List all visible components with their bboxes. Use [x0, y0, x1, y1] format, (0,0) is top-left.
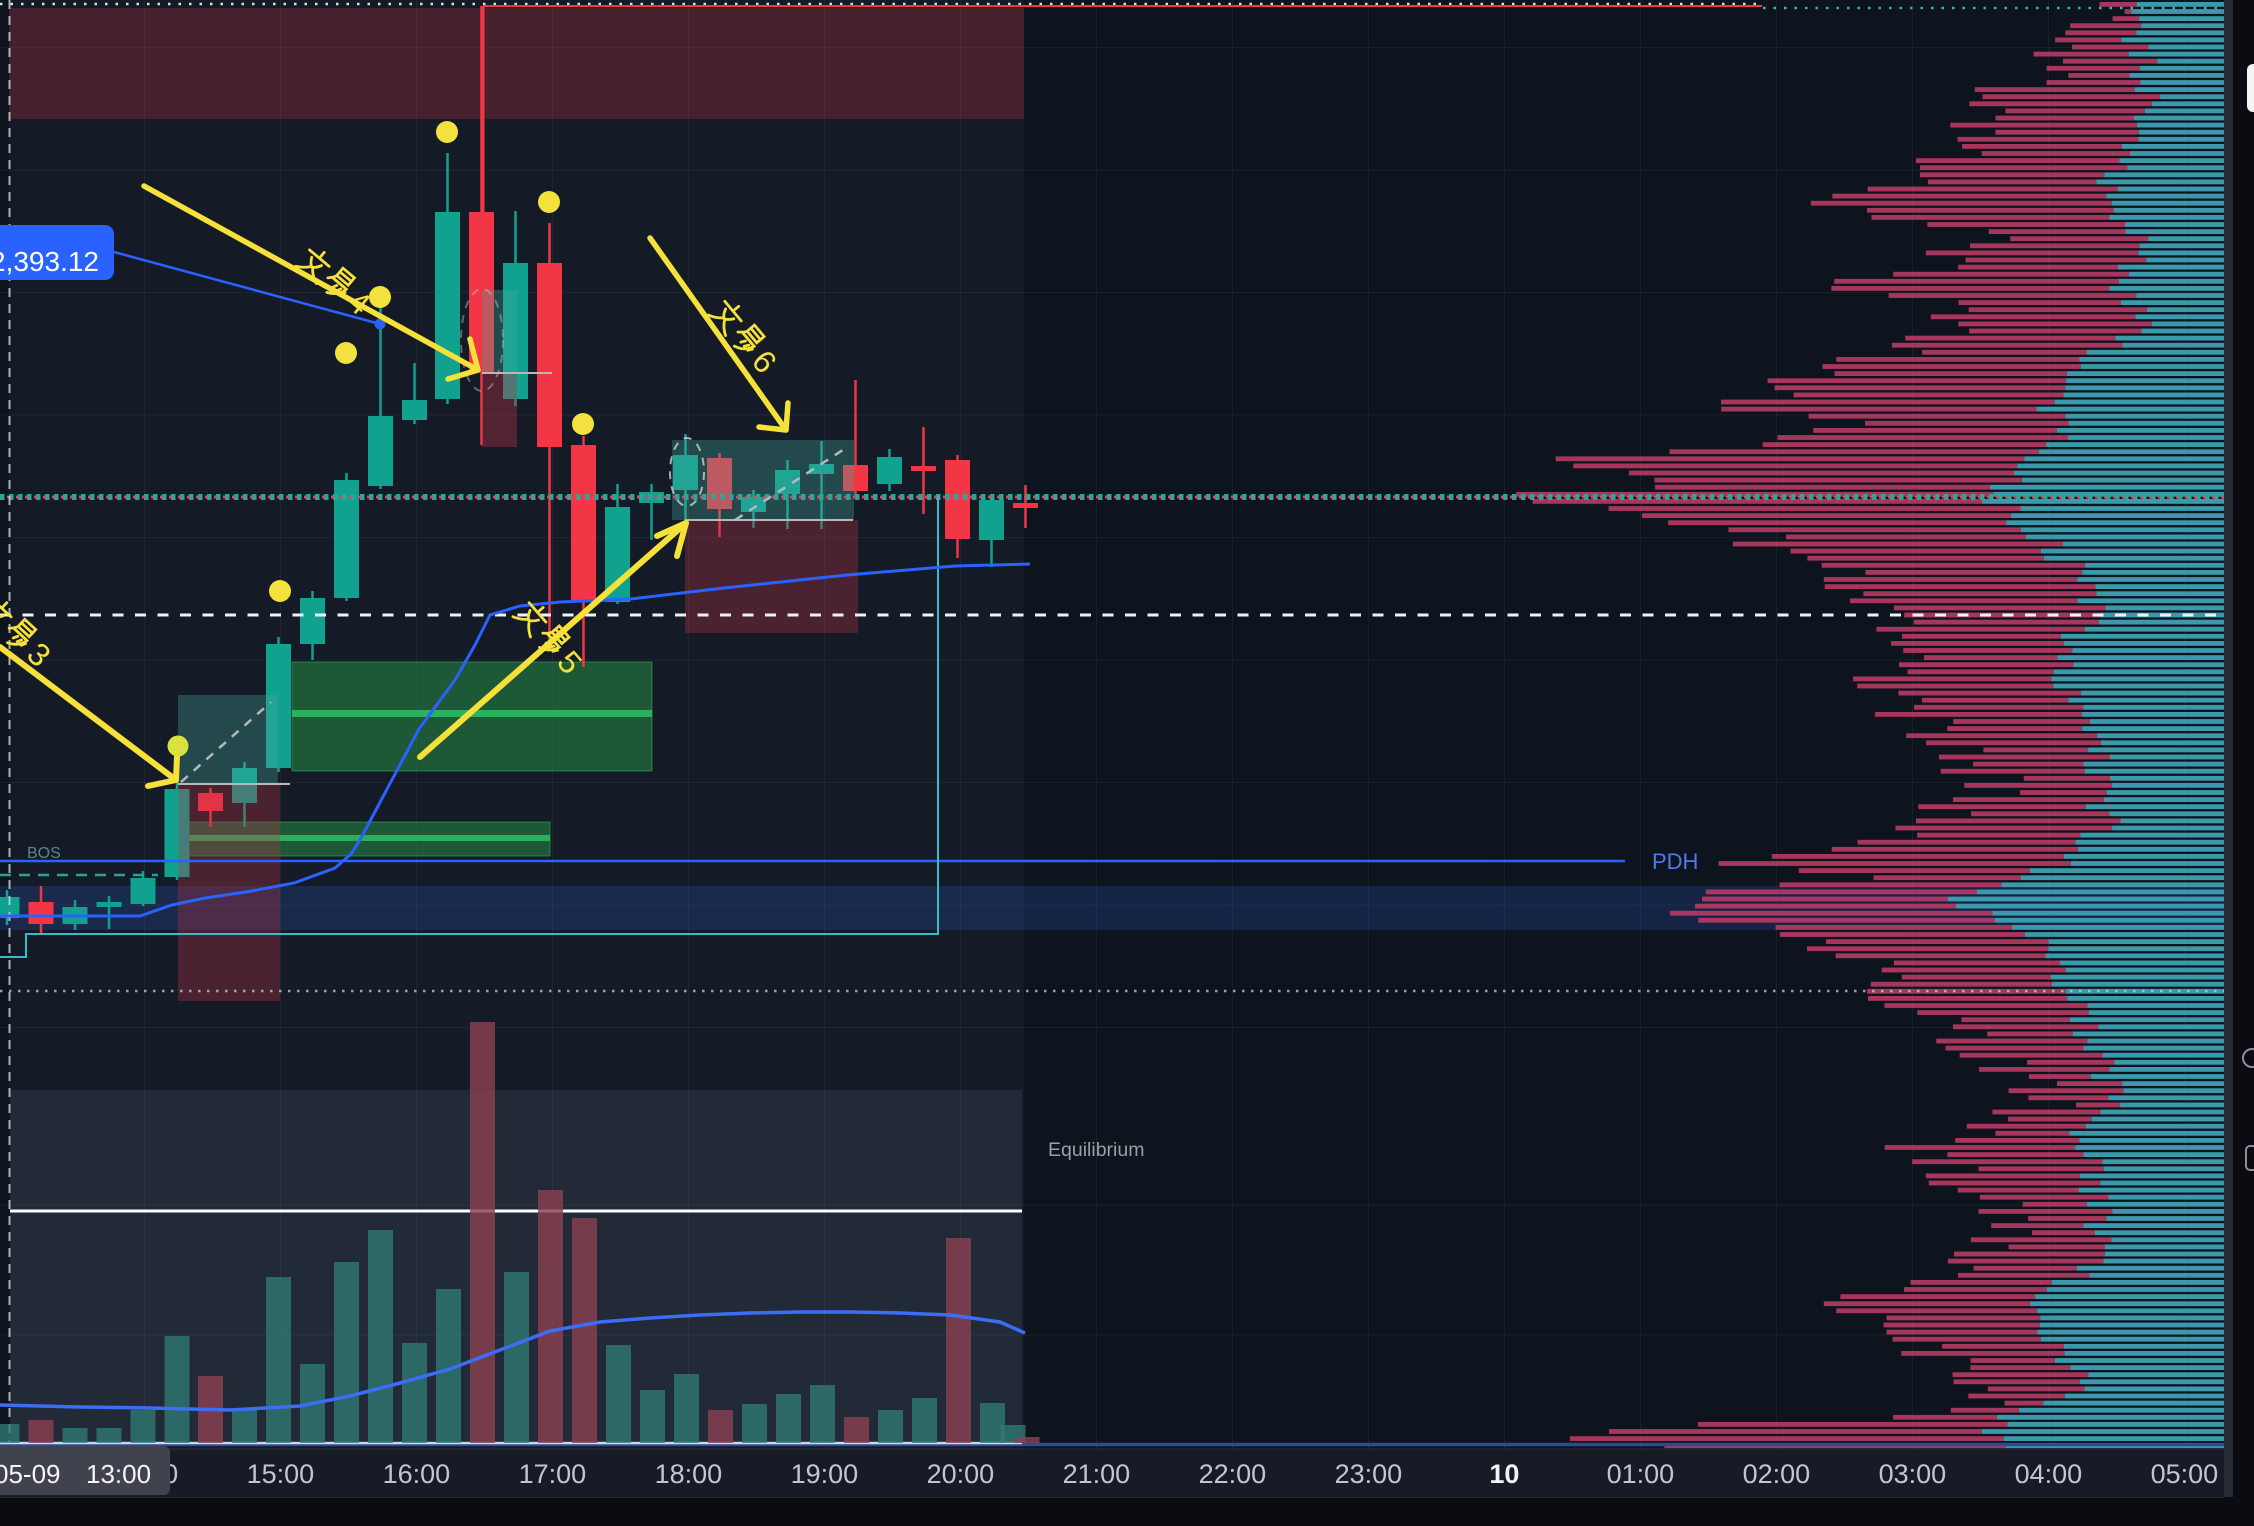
- svg-text:05-09: 05-09: [0, 1459, 61, 1489]
- svg-text:20:00: 20:00: [927, 1459, 995, 1489]
- svg-text:16:00: 16:00: [383, 1459, 451, 1489]
- svg-text:21:00: 21:00: [1063, 1459, 1131, 1489]
- svg-text:BOS: BOS: [27, 845, 61, 862]
- svg-text:13:00: 13:00: [86, 1459, 151, 1489]
- svg-text:Equilibrium: Equilibrium: [1048, 1139, 1144, 1161]
- svg-text:2,393.12: 2,393.12: [0, 246, 99, 277]
- svg-text:18:00: 18:00: [655, 1459, 723, 1489]
- svg-text:01:00: 01:00: [1607, 1459, 1675, 1489]
- svg-text:10: 10: [1489, 1459, 1519, 1489]
- svg-text:17:00: 17:00: [519, 1459, 587, 1489]
- svg-text:15:00: 15:00: [247, 1459, 315, 1489]
- svg-text:23:00: 23:00: [1335, 1459, 1403, 1489]
- svg-text:19:00: 19:00: [791, 1459, 859, 1489]
- svg-text:03:00: 03:00: [1879, 1459, 1947, 1489]
- svg-text:04:00: 04:00: [2015, 1459, 2083, 1489]
- svg-text:02:00: 02:00: [1743, 1459, 1811, 1489]
- svg-text:PDH: PDH: [1652, 849, 1698, 874]
- svg-text:05:00: 05:00: [2151, 1459, 2219, 1489]
- svg-text:22:00: 22:00: [1199, 1459, 1267, 1489]
